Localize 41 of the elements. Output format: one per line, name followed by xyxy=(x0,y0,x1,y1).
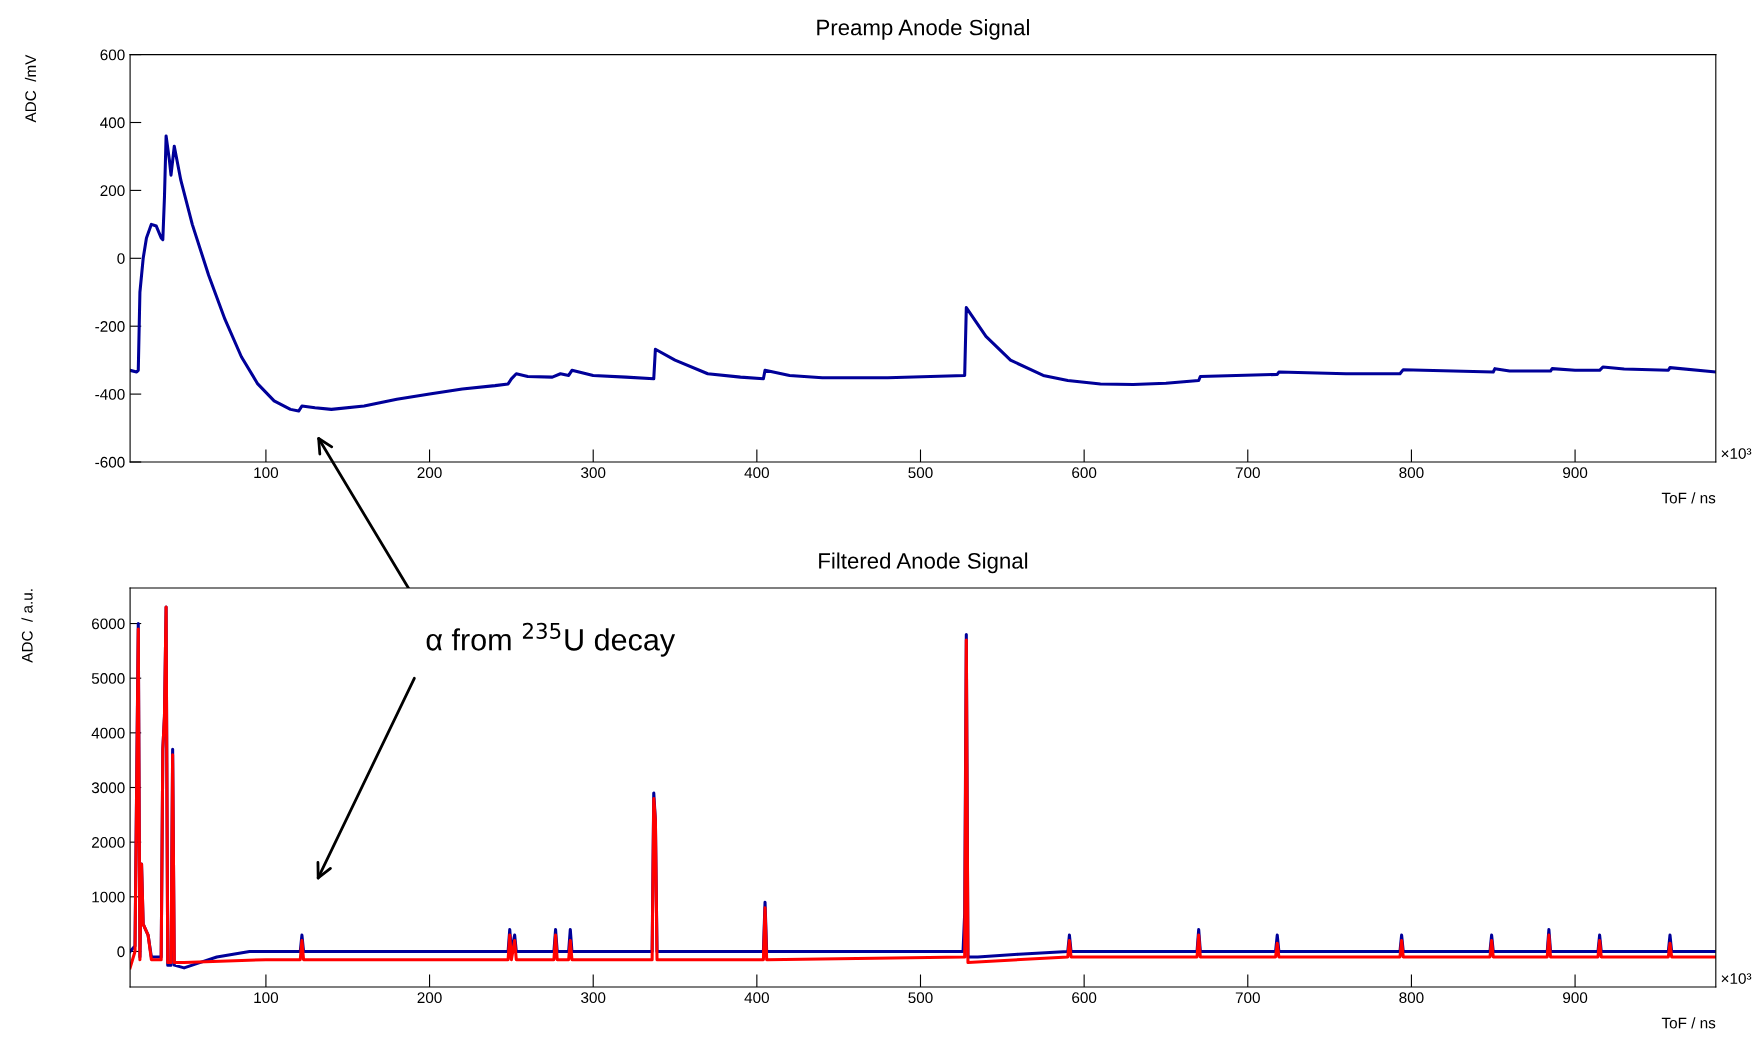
y-tick-label: 2000 xyxy=(92,837,125,848)
y-tick-label: 4000 xyxy=(91,727,125,739)
x-axis-title: ToF / ns xyxy=(1661,1017,1716,1029)
y-tick-label: 3000 xyxy=(91,782,125,794)
y-tick-label: 1000 xyxy=(92,891,125,903)
y-tick-label: 5000 xyxy=(91,673,125,684)
y-tick-label: -600 xyxy=(95,456,125,468)
y-tick-label: 0 xyxy=(117,946,125,958)
x-tick-label: 300 xyxy=(581,467,606,479)
y-tick-label: 6000 xyxy=(92,618,125,630)
y-tick-label: 200 xyxy=(100,185,125,197)
x-tick-label: 100 xyxy=(254,467,279,479)
x-tick-label: 300 xyxy=(581,992,606,1004)
x-tick-label: 400 xyxy=(744,992,769,1004)
x-tick-label: 200 xyxy=(417,992,442,1004)
x-tick-label: 800 xyxy=(1399,992,1424,1004)
x-tick-label: 800 xyxy=(1399,467,1424,479)
x-tick-label: 500 xyxy=(908,467,933,479)
x-tick-label: 600 xyxy=(1072,992,1097,1004)
y-axis-title: ADC /mV xyxy=(24,54,37,123)
x-axis-title: ToF / ns xyxy=(1661,492,1716,504)
text: ×10³ xyxy=(1721,448,1752,459)
chart-title: Filtered Anode Signal xyxy=(819,552,1028,574)
x-tick-label: 400 xyxy=(744,467,769,479)
x-tick-label: 900 xyxy=(1563,992,1588,1004)
x-tick-label: 100 xyxy=(254,992,279,1004)
y-axis-title: ADC / a.u. xyxy=(21,589,33,663)
y-tick-label: -400 xyxy=(95,388,125,400)
y-tick-label: 600 xyxy=(100,49,125,61)
x-tick-label: 900 xyxy=(1563,467,1588,479)
x-tick-label: 700 xyxy=(1235,467,1260,479)
x-tick-label: 200 xyxy=(417,467,442,479)
x-tick-label: 500 xyxy=(908,992,933,1004)
annotation: α from $^{235}$U decay xyxy=(426,622,676,657)
y-tick-label: 0 xyxy=(117,253,125,264)
y-tick-label: -200 xyxy=(95,321,125,332)
x-tick-label: 600 xyxy=(1072,467,1097,479)
x-tick-label: 700 xyxy=(1235,992,1260,1004)
y-tick-label: 400 xyxy=(100,117,125,129)
chart-title: Preamp Anode Signal xyxy=(817,19,1029,40)
text: ×10³ xyxy=(1721,973,1752,984)
